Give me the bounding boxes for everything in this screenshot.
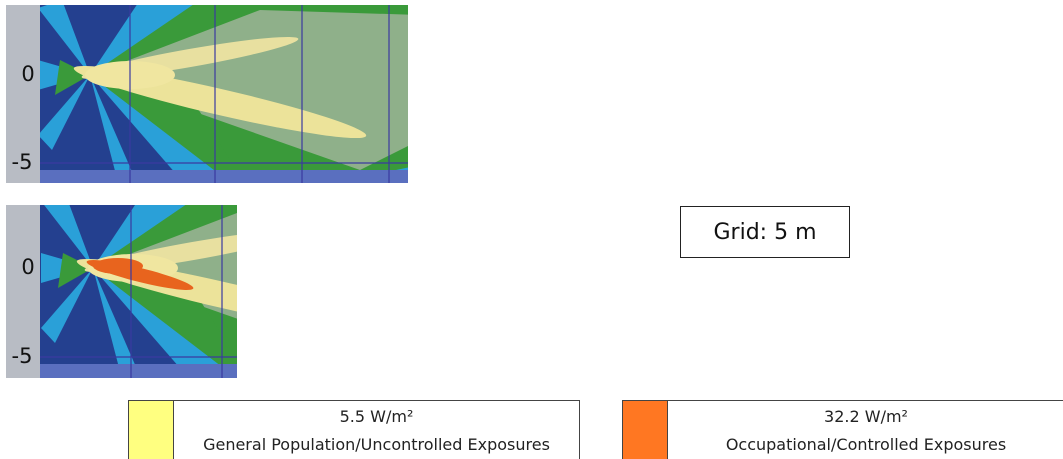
legend-label: Occupational/Controlled Exposures [725,435,1007,454]
axis-strip [6,205,40,378]
axis-label: -5 [12,150,33,174]
legend-value: 5.5 W/m² [339,407,414,426]
axis-label: 0 [21,62,34,86]
legend-swatch [623,401,668,459]
grid-note: Grid: 5 m [680,206,850,258]
legend-value: 32.2 W/m² [824,407,908,426]
legend-label: General Population/Uncontrolled Exposure… [203,435,550,454]
legend-item: 5.5 W/m² General Population/Uncontrolled … [128,400,580,459]
legend-item: 32.2 W/m² Occupational/Controlled Exposur… [622,400,1063,459]
axis-label: -5 [12,344,33,368]
heatmap-1 [40,5,408,183]
heatmap-2 [40,205,237,378]
axis-strip [6,5,40,183]
axis-label: 0 [21,255,34,279]
legend-swatch [129,401,174,459]
